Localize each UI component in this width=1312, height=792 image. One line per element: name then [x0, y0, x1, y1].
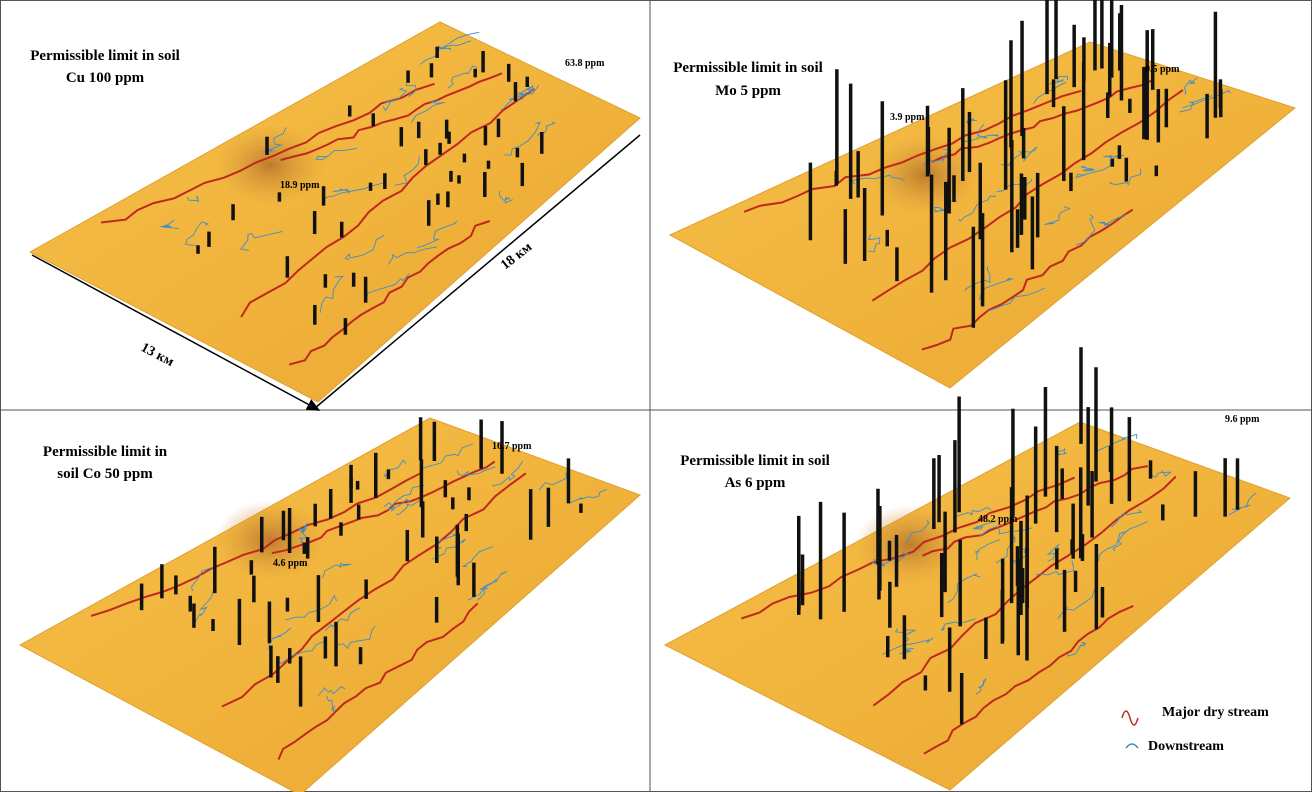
panel-title: Mo 5 ppm: [715, 83, 781, 99]
concentration-label: 18.9 ppm: [280, 180, 320, 191]
scale-label: 18 км: [498, 239, 535, 273]
map-panel: Permissible limit in soil Mo 5 ppm 0.5 ppm…: [670, 0, 1295, 388]
peak: [855, 505, 965, 585]
concentration-label: 16.7 ppm: [492, 441, 532, 452]
panel-title: Permissible limit in soil: [680, 453, 830, 469]
legend: Major dry stream Downstream: [1122, 705, 1269, 754]
panel-title: Permissible limit in soil: [30, 48, 180, 64]
map-panel: Permissible limit in soil As 6 ppm 9.6 ppm…: [665, 347, 1290, 790]
scale-label: 13 км: [138, 340, 176, 370]
concentration-label: 0.5 ppm: [1145, 64, 1180, 75]
legend-label: Major dry stream: [1162, 705, 1269, 720]
panel-title: As 6 ppm: [725, 475, 786, 491]
panel-title: Permissible limit in: [43, 444, 168, 460]
legend-label: Downstream: [1148, 739, 1224, 754]
peak: [215, 125, 325, 205]
figure: Permissible limit in soil Cu 100 ppm 63.8 …: [0, 0, 1312, 792]
concentration-label: 4.6 ppm: [273, 558, 308, 569]
concentration-label: 9.6 ppm: [1225, 414, 1260, 425]
panel-title: Permissible limit in soil: [673, 60, 823, 76]
map-panel: Permissible limit in soil Co 50 ppm 16.7 p…: [20, 417, 640, 792]
concentration-label: 48.2 ppm: [978, 514, 1018, 525]
panel-title: soil Co 50 ppm: [57, 466, 153, 482]
concentration-label: 63.8 ppm: [565, 58, 605, 69]
panel-title: Cu 100 ppm: [66, 70, 145, 86]
concentration-label: 3.9 ppm: [890, 112, 925, 123]
